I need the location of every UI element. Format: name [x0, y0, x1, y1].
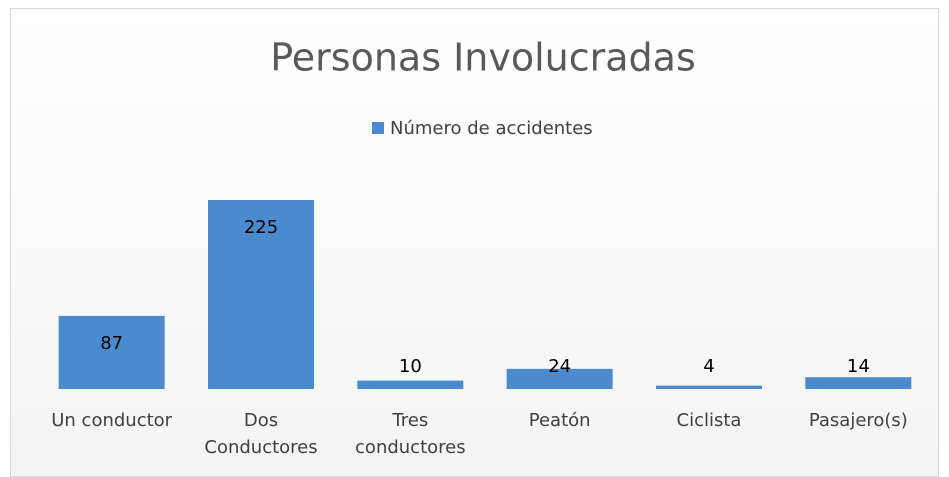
- data-label: 24: [548, 356, 571, 377]
- data-label: 87: [100, 333, 123, 354]
- legend-swatch: [372, 122, 384, 134]
- data-label: 225: [244, 217, 278, 238]
- x-tick-label: Tres conductores: [355, 410, 466, 458]
- legend-label: Número de accidentes: [390, 118, 593, 139]
- data-label: 14: [847, 356, 870, 377]
- bar: [506, 368, 613, 389]
- chart-frame: [10, 8, 939, 477]
- bar: [805, 377, 912, 389]
- x-tick-label: Pasajero(s): [809, 410, 908, 431]
- x-tick-label: Peatón: [529, 410, 591, 431]
- x-tick-label: Un conductor: [51, 410, 172, 431]
- bar: [357, 380, 464, 389]
- x-tick-label: Dos Conductores: [204, 410, 317, 458]
- bar: [208, 200, 314, 389]
- bar: [656, 385, 762, 389]
- chart-title: Personas Involucradas: [270, 36, 696, 80]
- data-label: 10: [399, 356, 422, 377]
- data-label: 4: [703, 356, 714, 377]
- x-tick-label: Ciclista: [677, 410, 742, 431]
- bar: [58, 315, 165, 389]
